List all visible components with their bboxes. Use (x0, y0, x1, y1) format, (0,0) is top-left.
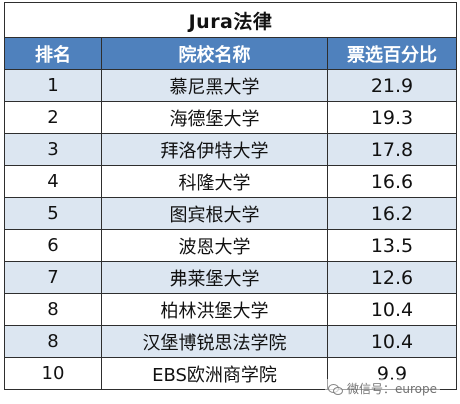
rank-cell: 4 (4, 165, 102, 198)
table-row: 8 汉堡博锐思法学院 10.4 (4, 325, 457, 358)
table-body: 1 慕尼黑大学 21.9 2 海德堡大学 19.3 3 拜洛伊特大学 17.8 … (4, 69, 457, 390)
table-title: Jura法律 (4, 2, 457, 38)
wechat-watermark: 微信号：europe (324, 379, 440, 398)
rank-cell: 7 (4, 261, 102, 294)
rank-cell: 6 (4, 229, 102, 262)
rank-cell: 3 (4, 133, 102, 166)
school-cell: 科隆大学 (101, 165, 328, 198)
school-cell: 慕尼黑大学 (101, 69, 328, 102)
table-row: 1 慕尼黑大学 21.9 (4, 69, 457, 102)
rank-cell: 10 (4, 357, 102, 390)
school-cell: 弗莱堡大学 (101, 261, 328, 294)
school-cell: EBS欧洲商学院 (101, 357, 328, 390)
percent-cell: 21.9 (327, 69, 457, 102)
table-title-row: Jura法律 (4, 2, 457, 38)
percent-cell: 16.2 (327, 197, 457, 230)
percent-cell: 19.3 (327, 101, 457, 134)
school-cell: 海德堡大学 (101, 101, 328, 134)
column-header-percent: 票选百分比 (327, 37, 457, 70)
table-row: 8 柏林洪堡大学 10.4 (4, 293, 457, 326)
table-row: 4 科隆大学 16.6 (4, 165, 457, 198)
rank-cell: 8 (4, 293, 102, 326)
watermark-text: 微信号：europe (346, 382, 437, 396)
table-row: 10 EBS欧洲商学院 9.9 (4, 357, 457, 390)
percent-cell: 12.6 (327, 261, 457, 294)
ranking-table-container: Jura法律 排名 院校名称 票选百分比 1 慕尼黑大学 21.9 2 海德堡大… (4, 2, 457, 401)
column-header-school: 院校名称 (101, 37, 328, 70)
table-row: 6 波恩大学 13.5 (4, 229, 457, 262)
rank-cell: 1 (4, 69, 102, 102)
ranking-table: Jura法律 排名 院校名称 票选百分比 1 慕尼黑大学 21.9 2 海德堡大… (4, 2, 457, 390)
percent-cell: 16.6 (327, 165, 457, 198)
school-cell: 波恩大学 (101, 229, 328, 262)
table-row: 3 拜洛伊特大学 17.8 (4, 133, 457, 166)
school-cell: 汉堡博锐思法学院 (101, 325, 328, 358)
percent-cell: 17.8 (327, 133, 457, 166)
school-cell: 图宾根大学 (101, 197, 328, 230)
table-row: 7 弗莱堡大学 12.6 (4, 261, 457, 294)
percent-cell: 10.4 (327, 325, 457, 358)
table-row: 2 海德堡大学 19.3 (4, 101, 457, 134)
school-cell: 拜洛伊特大学 (101, 133, 328, 166)
school-cell: 柏林洪堡大学 (101, 293, 328, 326)
rank-cell: 8 (4, 325, 102, 358)
table-row: 5 图宾根大学 16.2 (4, 197, 457, 230)
wechat-icon (327, 383, 343, 395)
percent-cell: 13.5 (327, 229, 457, 262)
table-header-row: 排名 院校名称 票选百分比 (4, 37, 457, 70)
percent-cell: 10.4 (327, 293, 457, 326)
rank-cell: 5 (4, 197, 102, 230)
column-header-rank: 排名 (4, 37, 102, 70)
rank-cell: 2 (4, 101, 102, 134)
